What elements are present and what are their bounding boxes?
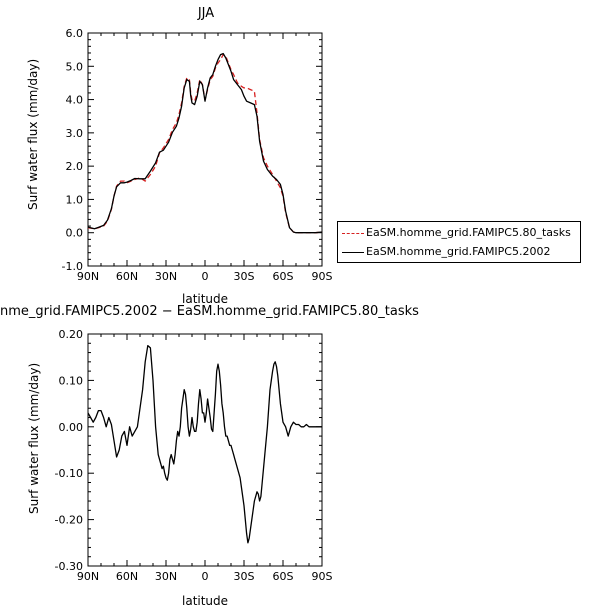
legend-label: EaSM.homme_grid.FAMIPC5.80_tasks — [366, 226, 571, 239]
y-tick-label: 0.00 — [59, 421, 84, 434]
legend-entry: EaSM.homme_grid.FAMIPC5.80_tasks — [338, 224, 580, 244]
y-tick-label: 1.0 — [66, 193, 84, 206]
plot-frame — [87, 32, 323, 267]
legend-entry: EaSM.homme_grid.FAMIPC5.2002 — [338, 243, 580, 263]
x-tick-label: 60S — [273, 570, 294, 583]
series-line — [87, 344, 322, 544]
legend-swatch — [342, 252, 364, 253]
y-tick-label: 0.0 — [66, 227, 84, 240]
series-line — [87, 53, 323, 234]
y-tick-label: 3.0 — [66, 127, 84, 140]
chart-title: nme_grid.FAMIPC5.2002 − EaSM.homme_grid.… — [0, 304, 419, 319]
y-tick-label: -0.30 — [55, 560, 83, 573]
y-tick-label: -1.0 — [62, 260, 83, 273]
x-tick-label: 30S — [234, 570, 255, 583]
x-tick-label: 90N — [77, 270, 99, 283]
plot-frame — [87, 333, 323, 567]
x-tick-label: 90S — [312, 570, 333, 583]
y-tick-label: -0.20 — [55, 514, 83, 527]
legend: EaSM.homme_grid.FAMIPC5.80_tasks EaSM.ho… — [337, 221, 581, 263]
y-tick-label: 4.0 — [66, 94, 84, 107]
series-line — [87, 52, 323, 234]
x-tick-label: 60N — [116, 270, 138, 283]
x-tick-label: 30S — [234, 270, 255, 283]
y-tick-label: -0.10 — [55, 467, 83, 480]
x-tick-label: 30N — [155, 570, 177, 583]
y-tick-label: 0.20 — [59, 328, 84, 341]
x-tick-label: 60N — [116, 570, 138, 583]
x-tick-label: 60S — [273, 270, 294, 283]
chart-title: JJA — [197, 6, 215, 21]
legend-swatch — [342, 233, 364, 234]
y-tick-label: 2.0 — [66, 160, 84, 173]
legend-label: EaSM.homme_grid.FAMIPC5.2002 — [366, 245, 551, 258]
x-tick-label: 30N — [155, 270, 177, 283]
x-tick-label: 90S — [312, 270, 333, 283]
y-tick-label: 0.10 — [59, 374, 84, 387]
x-axis-label: latitude — [182, 292, 229, 306]
y-tick-label: 6.0 — [66, 27, 84, 40]
x-axis-label: latitude — [182, 594, 229, 608]
y-tick-label: 5.0 — [66, 60, 84, 73]
x-tick-label: 0 — [202, 570, 209, 583]
x-tick-label: 0 — [202, 270, 209, 283]
x-tick-label: 90N — [77, 570, 99, 583]
